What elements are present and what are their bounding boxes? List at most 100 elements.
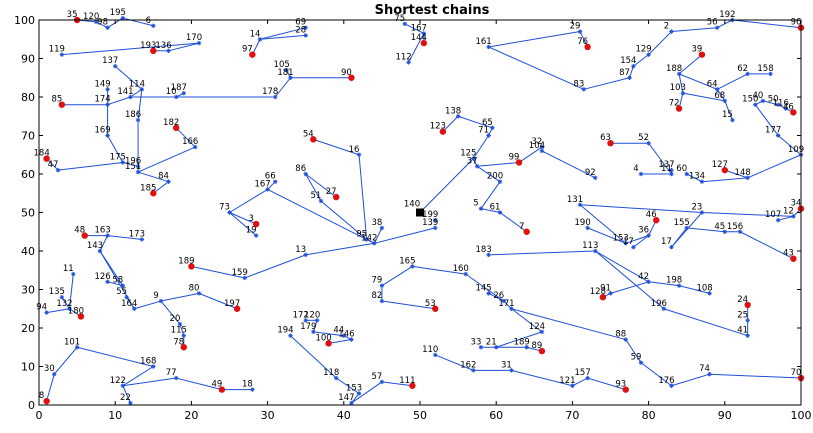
point-label: 46 <box>783 102 794 112</box>
chain-end-point <box>790 255 797 262</box>
y-tick-label: 100 <box>14 14 35 27</box>
chain-end-point <box>790 109 797 116</box>
point-label: 35 <box>67 10 78 20</box>
chain-point <box>196 291 202 296</box>
point-label: 146 <box>338 330 354 340</box>
chain-edge <box>739 231 794 260</box>
chain-edge <box>480 208 501 213</box>
point-label: 61 <box>490 203 501 213</box>
chain-edge <box>126 296 135 310</box>
chain-point <box>524 345 529 350</box>
point-label: 76 <box>577 37 588 47</box>
chain-edge <box>511 308 626 341</box>
point-label: 48 <box>74 226 85 236</box>
chain-edge <box>648 281 680 287</box>
point-label: 6 <box>146 16 151 26</box>
chain-edge <box>480 181 501 209</box>
chain-point <box>105 233 110 238</box>
point-label: 173 <box>129 229 145 239</box>
chain-point <box>497 179 503 184</box>
chain-end-point <box>218 386 226 393</box>
chain-edge <box>122 17 154 27</box>
chain-edge <box>476 165 501 183</box>
point-label: 87 <box>619 68 630 78</box>
point-label: 47 <box>48 160 59 170</box>
chain-point <box>577 29 583 34</box>
chain-edge <box>633 54 649 67</box>
chain-point <box>433 225 438 231</box>
point-label: 129 <box>635 45 651 55</box>
point-label: 2 <box>664 22 669 32</box>
chain-point <box>775 133 781 138</box>
chain-edge <box>754 104 779 136</box>
point-label: 42 <box>638 272 649 282</box>
chain-point <box>139 237 145 242</box>
chain-edge <box>716 73 748 90</box>
chain-edge <box>404 23 425 34</box>
chain-point <box>379 379 385 385</box>
point-label: 30 <box>44 364 55 374</box>
chain-edge <box>320 200 367 240</box>
point-label: 175 <box>110 152 126 162</box>
point-label: 51 <box>311 191 322 201</box>
chain-edge <box>313 138 360 156</box>
chain-edge <box>160 300 181 325</box>
chain-point <box>707 372 712 377</box>
chain-point <box>433 218 438 223</box>
chain-point <box>486 291 491 296</box>
chain-edge <box>777 104 786 109</box>
chain-edge <box>99 250 135 310</box>
point-label: 71 <box>478 126 489 136</box>
chain-end-point <box>43 155 50 162</box>
point-label: 165 <box>399 256 415 266</box>
chain-point <box>501 298 507 304</box>
x-tick-label: 10 <box>108 409 122 422</box>
x-tick-label: 80 <box>642 409 656 422</box>
chain-point <box>494 345 499 350</box>
chain-edge <box>587 227 626 244</box>
chain-edge <box>435 354 474 371</box>
point-label: 148 <box>735 168 751 178</box>
chain-point <box>132 306 137 311</box>
chain-edge <box>701 212 794 217</box>
chain-edge <box>587 377 626 391</box>
chain-point <box>128 94 133 100</box>
point-label: 54 <box>303 129 314 139</box>
chain-edge <box>305 173 322 202</box>
point-label: 58 <box>112 276 123 286</box>
point-label: 157 <box>575 368 591 378</box>
point-label: 52 <box>638 133 649 143</box>
point-label: 134 <box>689 172 705 182</box>
chain-edge <box>648 142 672 175</box>
chain-point <box>463 271 468 277</box>
chain-point <box>745 318 750 323</box>
chain-point <box>288 333 293 338</box>
chain-point <box>402 21 407 27</box>
chain-end-point <box>188 263 195 270</box>
point-label: 19 <box>246 226 257 236</box>
point-label: 153 <box>613 233 629 243</box>
point-label: 75 <box>394 14 405 24</box>
chain-point <box>478 206 484 211</box>
chain-end-point <box>233 305 241 312</box>
chain-edge <box>53 346 78 375</box>
y-tick-label: 10 <box>21 361 35 374</box>
chain-point <box>120 383 126 388</box>
chain-edge <box>408 33 425 63</box>
chain-point <box>570 383 575 388</box>
chain-edge <box>175 127 196 148</box>
chain-edge <box>122 385 131 404</box>
chain-edge <box>511 369 573 387</box>
chain-edge <box>778 215 794 221</box>
chain-edge <box>625 339 642 363</box>
point-label: 80 <box>189 283 200 293</box>
y-tick-label: 40 <box>21 245 35 258</box>
chain-point <box>714 25 720 30</box>
chain-edges <box>46 17 802 404</box>
chain-edge <box>290 335 337 379</box>
chain-edge <box>61 296 70 310</box>
chain-edge <box>366 239 375 244</box>
x-tick-label: 40 <box>337 409 351 422</box>
chain-edge <box>499 212 527 233</box>
